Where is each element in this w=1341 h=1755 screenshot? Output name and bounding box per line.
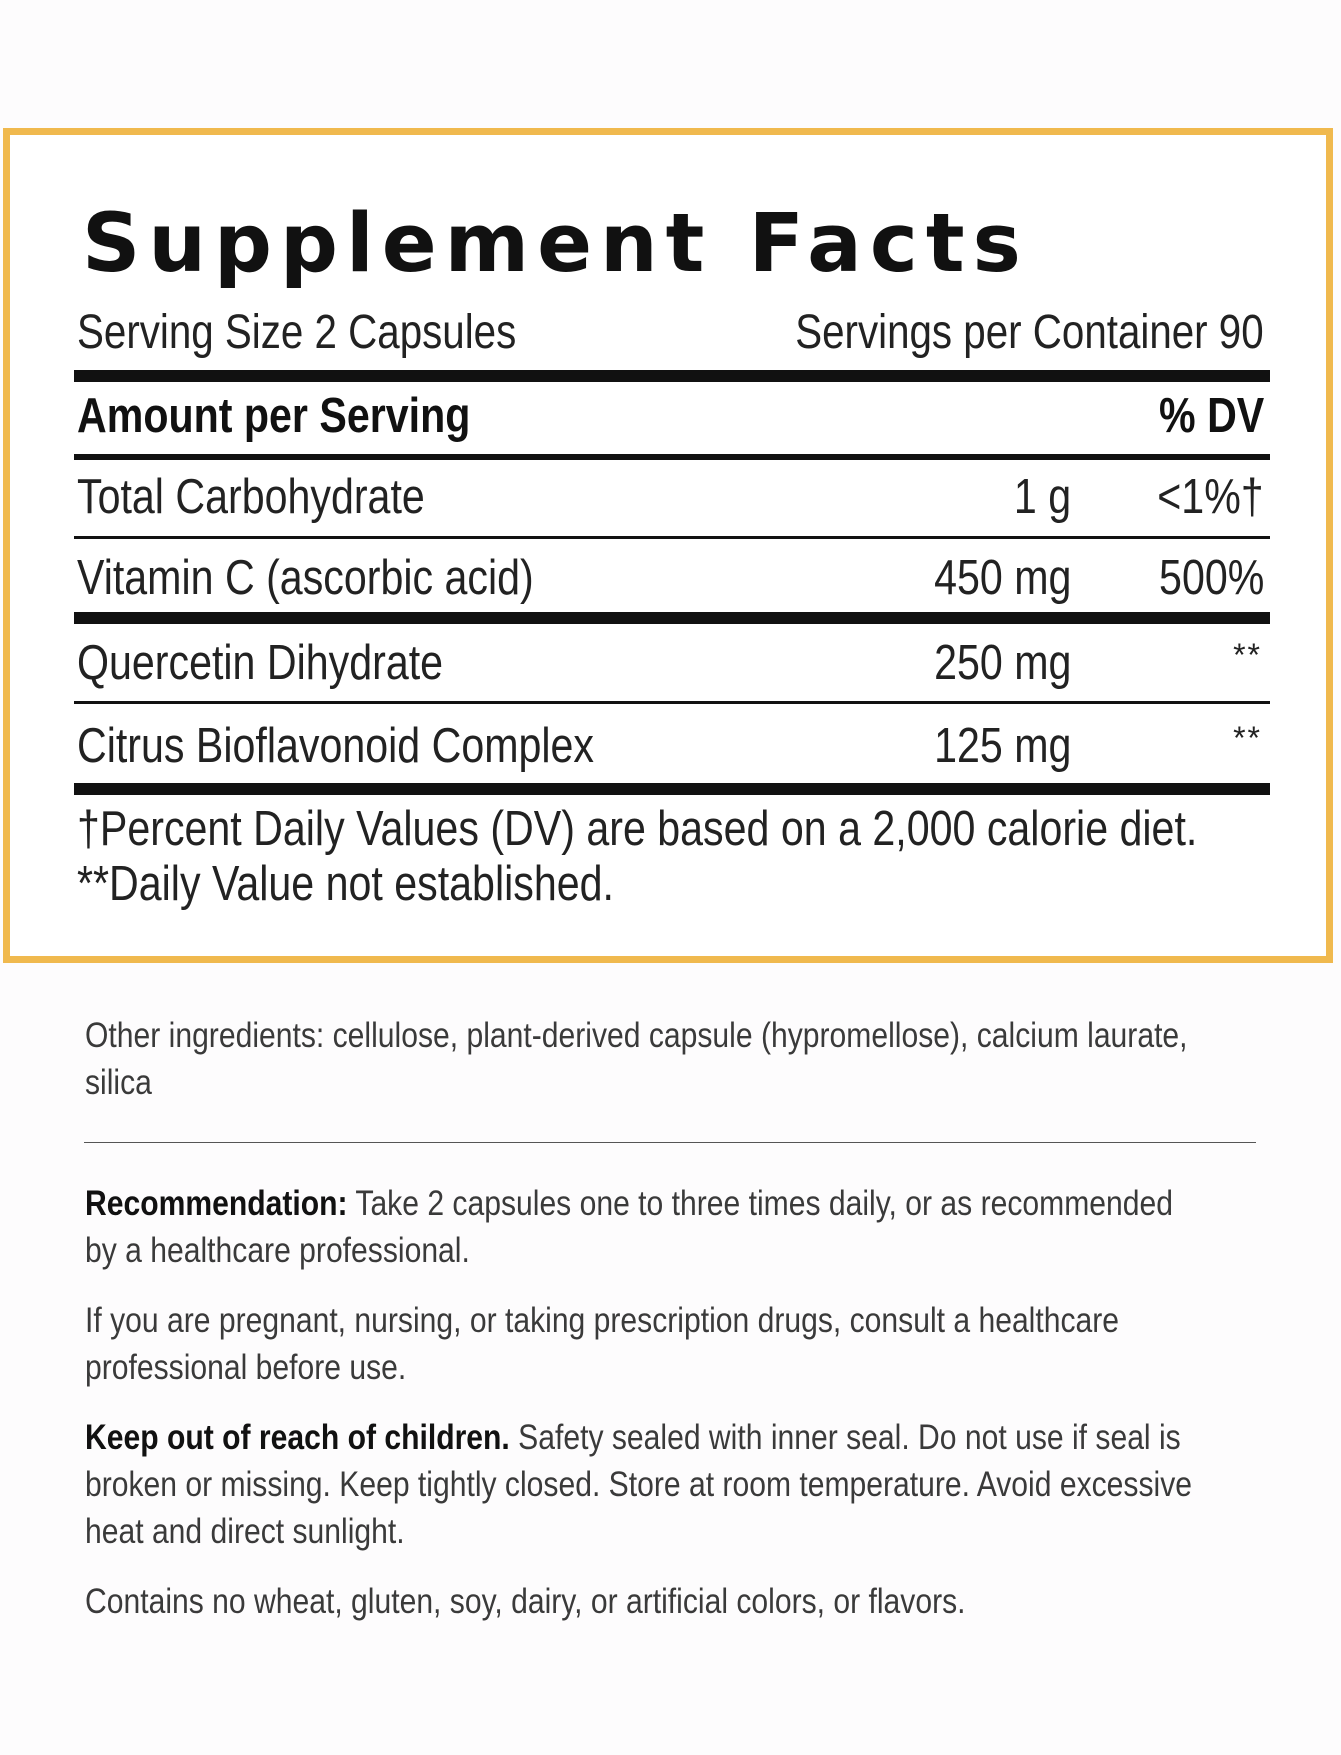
rule-row-3: [74, 701, 1270, 704]
safety-text: Safety sealed with inner seal. Do not us…: [85, 1418, 1193, 1551]
other-ingredients: Other ingredients: cellulose, plant-deri…: [85, 1016, 1188, 1102]
rule-below-header: [74, 454, 1270, 460]
nutrient-dv-citrus-bioflavonoid: **: [1233, 720, 1262, 756]
supplement-facts-panel: Supplement Facts Serving Size 2 Capsules…: [3, 128, 1333, 963]
nutrient-name-vitamin-c: Vitamin C (ascorbic acid): [77, 551, 534, 605]
facts-title: Supplement Facts: [82, 197, 1029, 291]
rule-heavy-top: [74, 370, 1270, 382]
recommendation-label: Recommendation:: [85, 1184, 348, 1223]
nutrient-amount-vitamin-c: 450 mg: [933, 551, 1071, 605]
nutrient-name-citrus-bioflavonoid: Citrus Bioflavonoid Complex: [77, 719, 595, 773]
recommendation-paragraph: Recommendation: Take 2 capsules one to t…: [85, 1180, 1265, 1274]
footnote-daily-values: †Percent Daily Values (DV) are based on …: [77, 802, 1198, 856]
nutrient-dv-quercetin: **: [1233, 637, 1262, 673]
nutrient-dv-vitamin-c: 500%: [1158, 551, 1264, 605]
rule-heavy-middle: [74, 612, 1270, 624]
nutrient-name-quercetin: Quercetin Dihydrate: [77, 636, 444, 690]
servings-per-container: Servings per Container 90: [795, 306, 1264, 359]
section-divider: [84, 1142, 1256, 1143]
nutrient-amount-quercetin: 250 mg: [933, 636, 1071, 690]
nutrient-dv-total-carbohydrate: <1%†: [1157, 470, 1264, 524]
nutrient-amount-citrus-bioflavonoid: 125 mg: [933, 719, 1071, 773]
nutrient-name-total-carbohydrate: Total Carbohydrate: [77, 470, 425, 524]
rule-row-1: [74, 536, 1270, 539]
rule-heavy-bottom: [74, 783, 1270, 795]
header-amount-per-serving: Amount per Serving: [77, 389, 471, 443]
nutrient-amount-total-carbohydrate: 1 g: [1013, 470, 1071, 524]
footnote-dv-not-established: **Daily Value not established.: [77, 857, 614, 911]
serving-size: Serving Size 2 Capsules: [77, 306, 517, 359]
header-percent-dv: % DV: [1158, 389, 1264, 443]
recommendation-text: Take 2 capsules one to three times daily…: [85, 1184, 1173, 1270]
safety-paragraph: Keep out of reach of children. Safety se…: [85, 1414, 1265, 1555]
allergen-statement: Contains no wheat, gluten, soy, dairy, o…: [85, 1582, 966, 1621]
pregnancy-warning: If you are pregnant, nursing, or taking …: [85, 1301, 1120, 1387]
safety-label: Keep out of reach of children.: [85, 1418, 510, 1457]
